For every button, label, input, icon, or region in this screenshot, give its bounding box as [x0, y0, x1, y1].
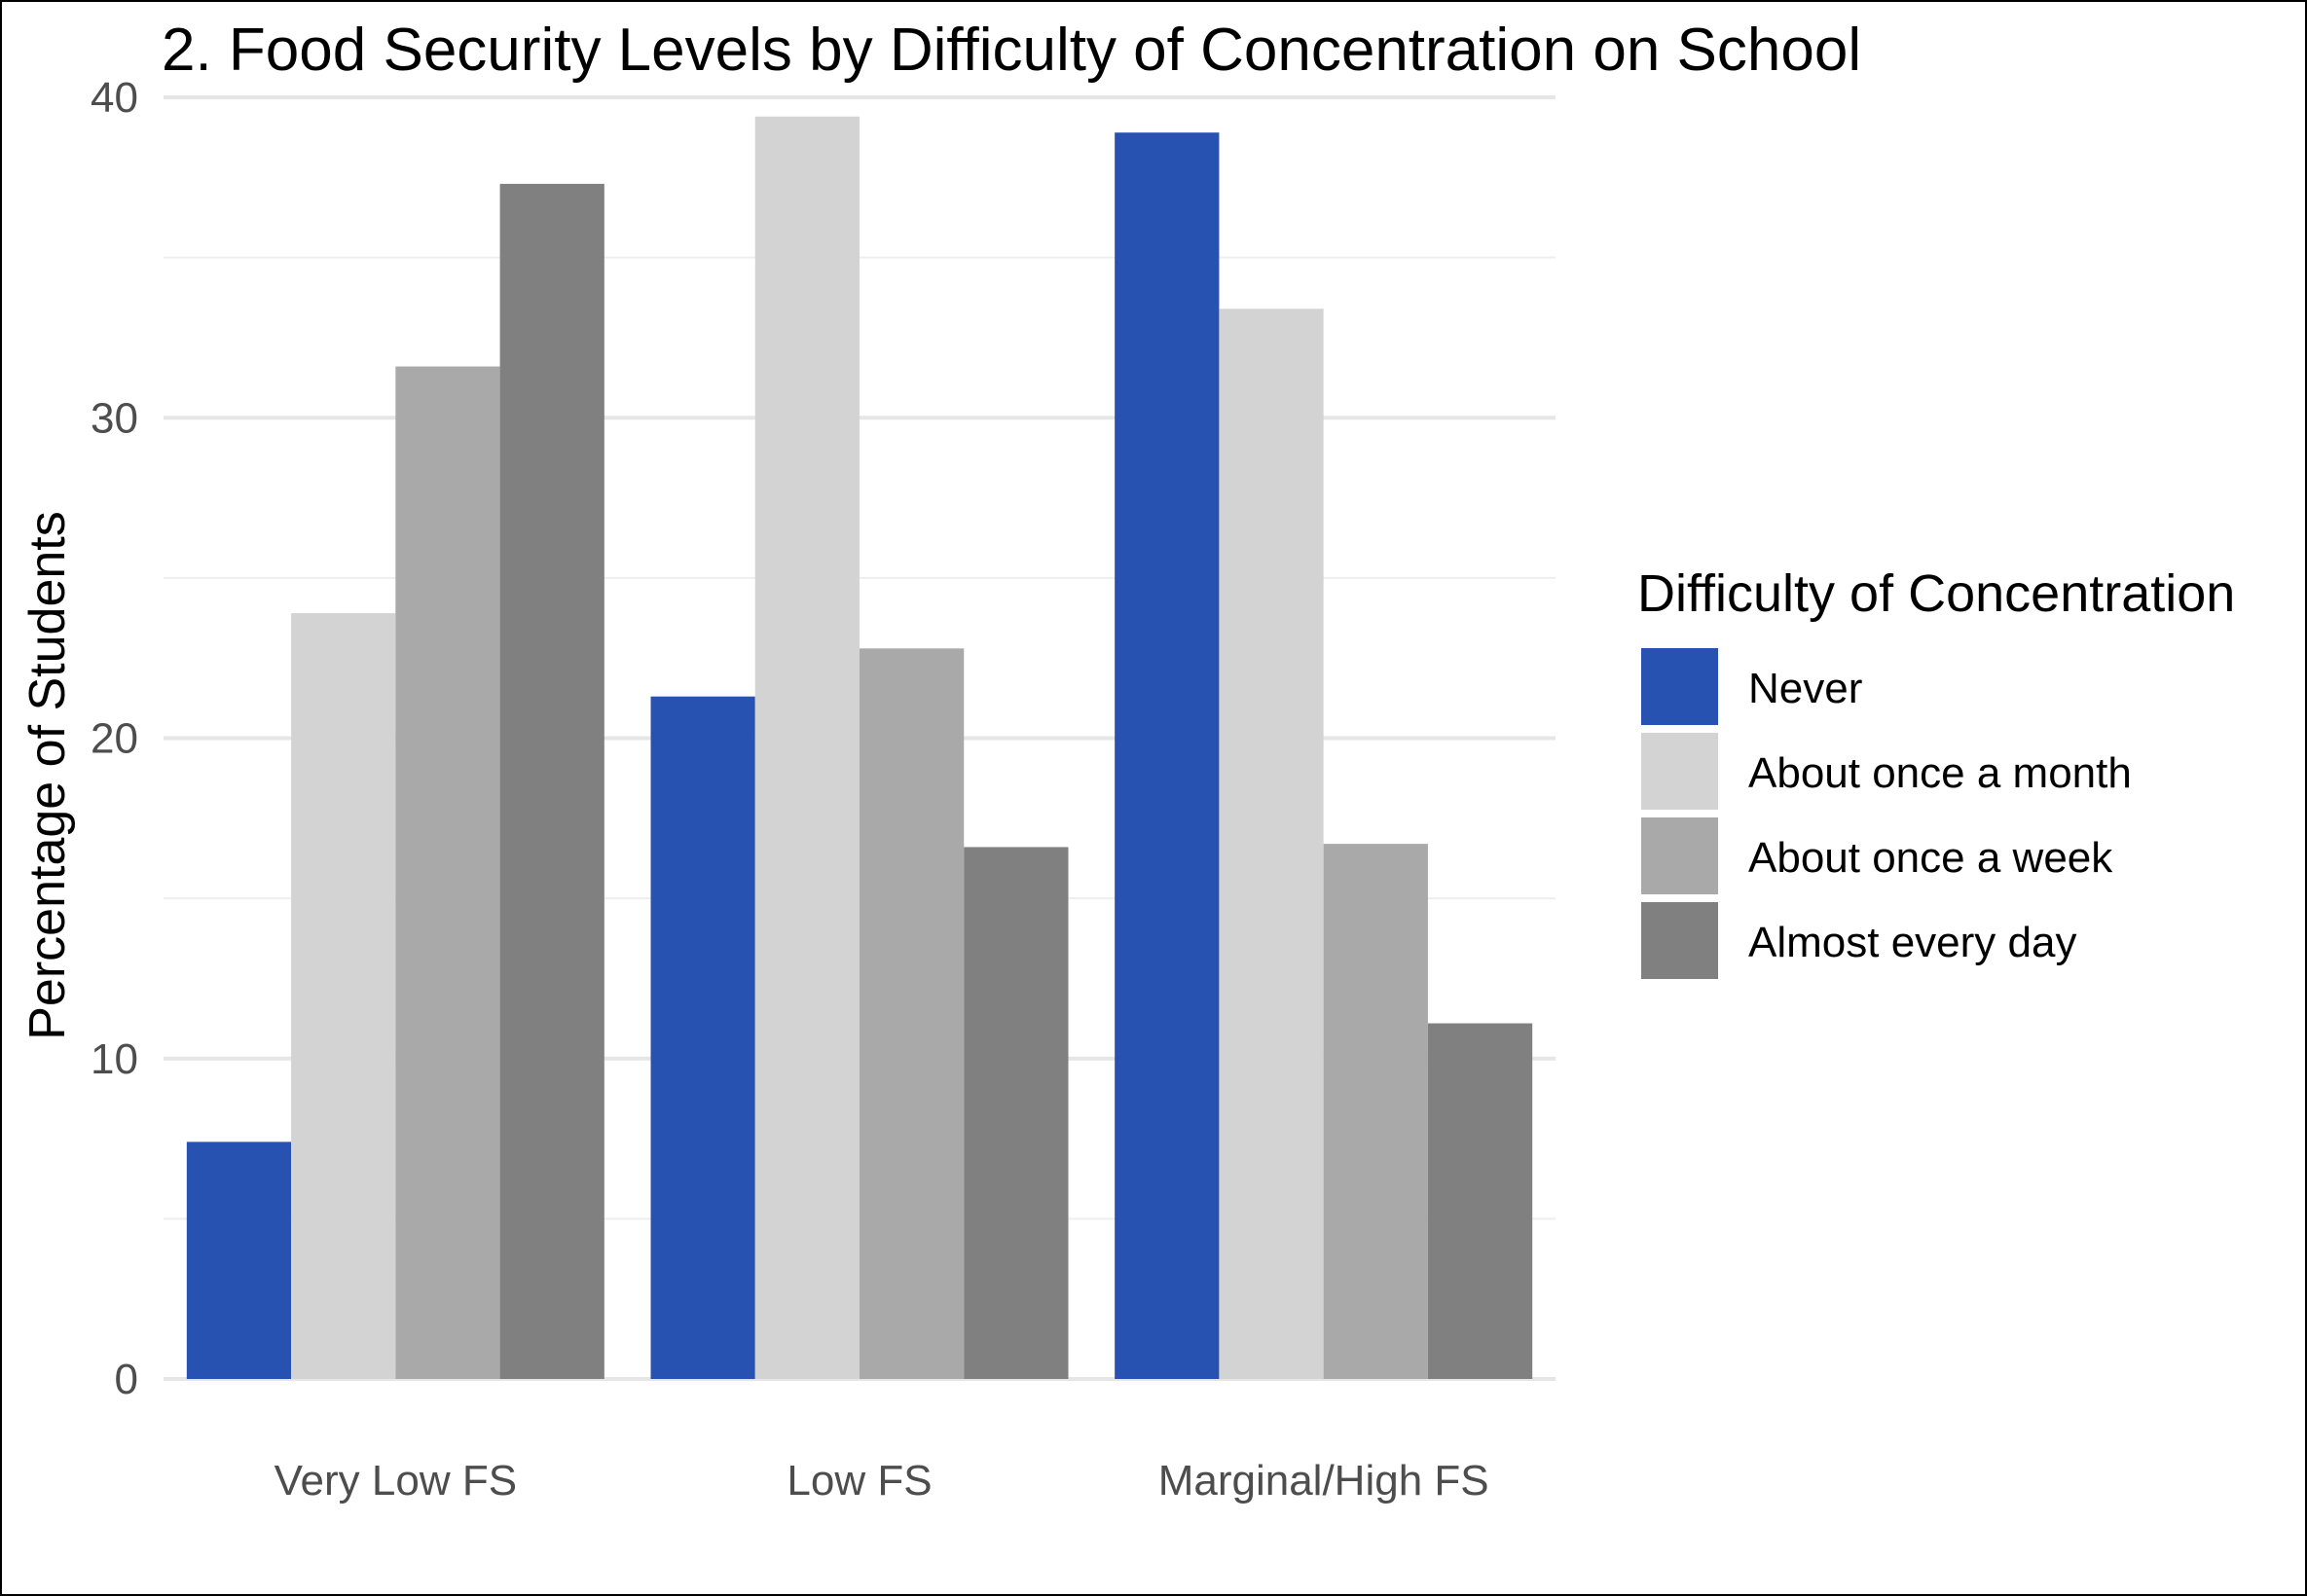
bar [1219, 308, 1324, 1380]
legend-items: Never About once a month About once a week… [1641, 648, 2132, 979]
legend-label: Never [1748, 665, 1862, 712]
bar [1115, 132, 1220, 1379]
y-tick-label: 40 [91, 74, 138, 122]
y-tick-label: 20 [91, 715, 138, 763]
x-tick-label: Low FS [787, 1457, 932, 1505]
y-axis-ticks: 0 10 20 30 40 [91, 74, 138, 1403]
y-tick-label: 0 [115, 1356, 138, 1403]
x-tick-label: Marginal/High FS [1158, 1457, 1489, 1505]
bar [395, 366, 500, 1379]
bars [186, 116, 1533, 1380]
x-axis-ticks: Very Low FS Low FS Marginal/High FS [275, 1457, 1489, 1505]
bar [754, 116, 860, 1379]
bar [964, 847, 1069, 1379]
bar [186, 1142, 292, 1379]
bar [291, 613, 396, 1379]
legend-swatch [1641, 817, 1718, 894]
bar [860, 648, 965, 1379]
bar [1323, 844, 1428, 1379]
y-axis-label: Percentage of Students [19, 511, 76, 1040]
legend-swatch [1641, 902, 1718, 979]
legend-title: Difficulty of Concentration [1637, 564, 2235, 623]
legend-label: About once a month [1748, 749, 2132, 797]
legend-swatch [1641, 648, 1718, 725]
legend-label: About once a week [1748, 834, 2113, 882]
legend-swatch [1641, 733, 1718, 810]
y-tick-label: 30 [91, 394, 138, 442]
bar [499, 183, 604, 1380]
x-tick-label: Very Low FS [275, 1457, 517, 1505]
bar [650, 696, 755, 1379]
bar [1427, 1023, 1533, 1379]
legend-label: Almost every day [1748, 919, 2076, 966]
legend: Difficulty of Concentration Never About o… [1637, 564, 2235, 979]
chart-title: 2. Food Security Levels by Difficulty of… [162, 17, 1861, 84]
y-tick-label: 10 [91, 1035, 138, 1083]
